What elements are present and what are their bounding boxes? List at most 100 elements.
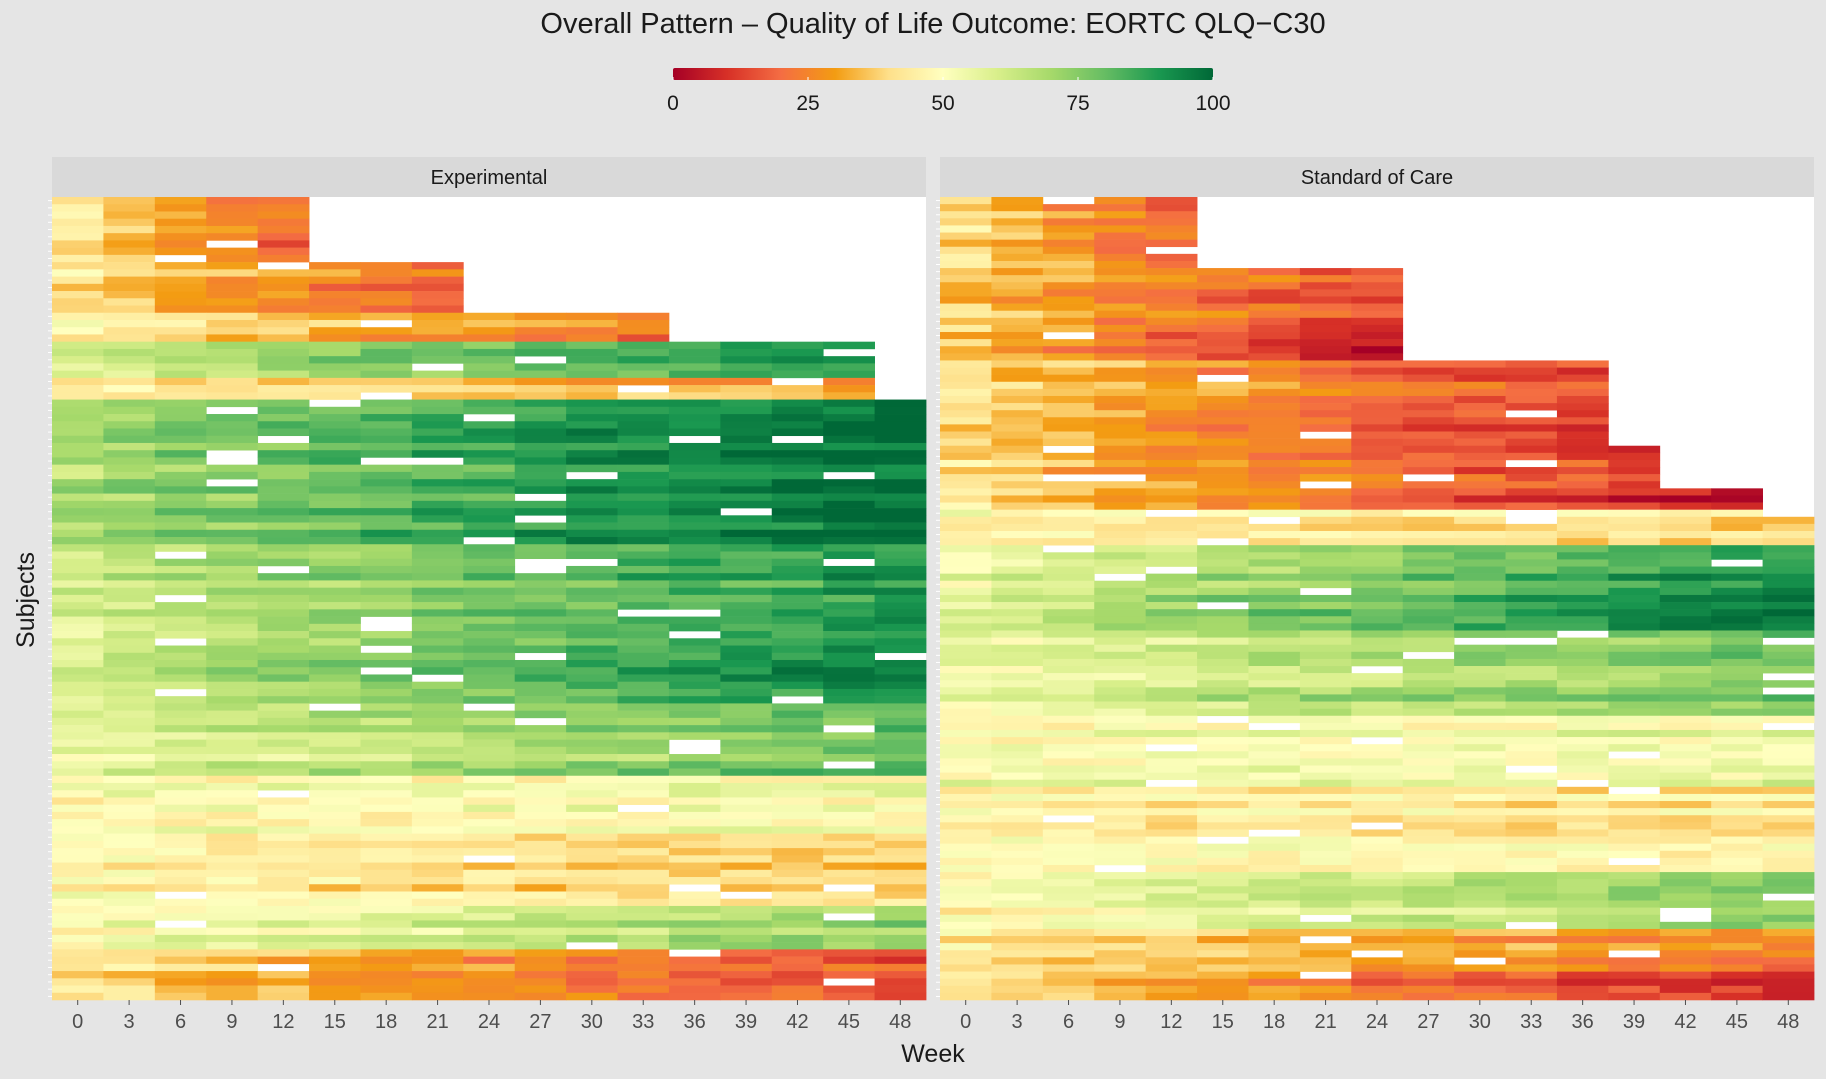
heatmap-cell [1351,936,1404,944]
x-tick-label: 45 [838,1011,860,1033]
heatmap-cell [720,464,773,473]
heatmap-cell [1042,964,1095,972]
heatmap-cell [940,744,992,752]
heatmap-cell [1145,523,1198,532]
heatmap-cell [1299,559,1352,567]
heatmap-cell [52,464,104,473]
heatmap-cell [1454,850,1506,859]
heatmap-cell [103,197,156,205]
heatmap-cell [257,913,310,921]
heatmap-cell [463,978,516,986]
heatmap-cell [1762,658,1815,667]
heatmap-cell [1351,644,1404,653]
heatmap-cell [1145,722,1198,731]
x-tick-label: 12 [1160,1011,1182,1033]
heatmap-cell [1094,509,1147,518]
heatmap-cell [1248,438,1301,447]
heatmap-cell [1197,502,1249,510]
heatmap-cell [52,869,104,878]
heatmap-cell [940,893,992,901]
heatmap-cell [566,457,618,465]
heatmap-cell [52,385,104,393]
heatmap-cell [991,516,1044,525]
heatmap-cell [1608,495,1661,503]
heatmap-cell [103,913,156,921]
heatmap-cell [1659,680,1712,688]
heatmap-cell [1505,609,1558,617]
heatmap-cell [991,715,1044,724]
heatmap-cell [1402,772,1455,781]
heatmap-cell [1454,864,1506,873]
heatmap-cell [1145,715,1198,724]
heatmap-cell [411,732,464,740]
heatmap-cell [1556,438,1609,447]
heatmap-cell [1299,438,1352,447]
heatmap-cell [257,833,310,842]
heatmap-cell [1299,509,1352,518]
heatmap-cell [1094,779,1147,788]
heatmap-cell [52,319,104,328]
heatmap-cell [617,450,670,458]
heatmap-cell [514,573,567,581]
heatmap-cell [1454,872,1506,880]
heatmap-cell [874,804,927,813]
heatmap-cell [360,703,413,711]
heatmap-cell [154,385,207,393]
heatmap-cell [1145,964,1198,972]
heatmap-cell [874,688,927,697]
heatmap-cell [1042,594,1095,603]
heatmap-cell [1145,452,1198,461]
heatmap-cell [309,992,361,1001]
heatmap-cell [617,717,670,726]
heatmap-cell [1145,474,1198,482]
heatmap-cell [617,963,670,972]
heatmap-cell [1454,793,1506,802]
heatmap-cell [411,717,464,726]
heatmap-cell [1197,666,1249,674]
heatmap-cell [1145,374,1198,383]
heatmap-cell [463,688,516,697]
heatmap-cell [257,811,310,820]
heatmap-cell [1145,445,1198,454]
heatmap-cell [154,218,207,227]
heatmap-cell [566,442,618,451]
heatmap-cell [1556,666,1609,674]
heatmap-cell [411,826,464,834]
heatmap-cell [309,855,361,863]
panel-strip-label: Standard of Care [1301,167,1453,189]
heatmap-cell [668,811,721,820]
heatmap-cell [1248,346,1301,354]
heatmap-cell [514,732,567,740]
heatmap-cell [206,811,259,820]
heatmap-cell [991,459,1044,468]
heatmap-cell [257,254,310,263]
heatmap-cell [103,283,156,292]
heatmap-cell [1556,786,1609,795]
heatmap-cell [1248,985,1301,994]
heatmap-cell [1505,673,1558,681]
x-tick-label: 48 [889,1011,911,1033]
heatmap-cell [360,602,413,610]
heatmap-cell [668,688,721,697]
heatmap-cell [1094,374,1147,383]
heatmap-cell [411,869,464,878]
heatmap-cell [52,971,104,979]
heatmap-cell [566,327,618,335]
heatmap-cell [1762,680,1815,688]
heatmap-cell [514,587,567,596]
heatmap-cell [411,450,464,458]
heatmap-cell [1505,708,1558,717]
heatmap-cell [823,905,875,914]
heatmap-cell [1042,722,1095,731]
heatmap-cell [52,609,104,617]
heatmap-cell [1299,360,1352,368]
heatmap-cell [1351,971,1404,979]
heatmap-cell [1454,616,1506,624]
heatmap-cell [1197,921,1249,930]
heatmap-cell [206,898,259,907]
heatmap-cell [1197,388,1249,397]
heatmap-cell [1454,666,1506,674]
heatmap-cell [1454,509,1506,518]
heatmap-cell [411,754,464,762]
heatmap-cell [52,638,104,646]
